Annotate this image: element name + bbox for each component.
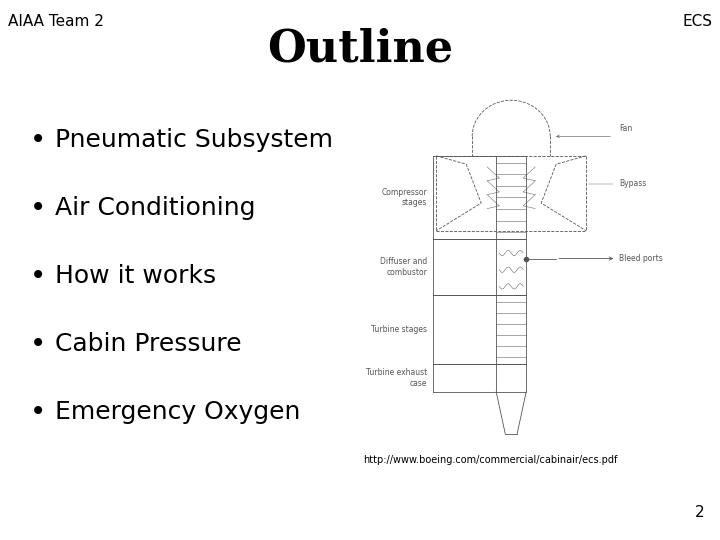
Text: ECS: ECS xyxy=(682,14,712,29)
Text: Pneumatic Subsystem: Pneumatic Subsystem xyxy=(55,128,333,152)
Text: Turbine stages: Turbine stages xyxy=(372,325,427,334)
Text: 2: 2 xyxy=(696,505,705,520)
Text: Diffuser and
combustor: Diffuser and combustor xyxy=(380,257,427,276)
Text: •: • xyxy=(30,126,46,154)
Text: Fan: Fan xyxy=(619,124,632,132)
Text: •: • xyxy=(30,330,46,358)
Text: http://www.boeing.com/commercial/cabinair/ecs.pdf: http://www.boeing.com/commercial/cabinai… xyxy=(363,455,617,465)
Text: Compressor
stages: Compressor stages xyxy=(382,188,427,207)
Text: How it works: How it works xyxy=(55,264,216,288)
Text: •: • xyxy=(30,194,46,222)
Text: Emergency Oxygen: Emergency Oxygen xyxy=(55,400,300,424)
Bar xyxy=(496,364,526,392)
Bar xyxy=(496,156,526,239)
Bar xyxy=(496,239,526,295)
Text: •: • xyxy=(30,398,46,426)
Text: AIAA Team 2: AIAA Team 2 xyxy=(8,14,104,29)
Text: Turbine exhaust
case: Turbine exhaust case xyxy=(366,368,427,388)
Text: Air Conditioning: Air Conditioning xyxy=(55,196,256,220)
Text: Bleed ports: Bleed ports xyxy=(619,254,663,263)
Text: Outline: Outline xyxy=(267,28,453,71)
Text: Cabin Pressure: Cabin Pressure xyxy=(55,332,242,356)
Text: •: • xyxy=(30,262,46,290)
Bar xyxy=(496,295,526,364)
Text: Bypass: Bypass xyxy=(619,179,647,188)
